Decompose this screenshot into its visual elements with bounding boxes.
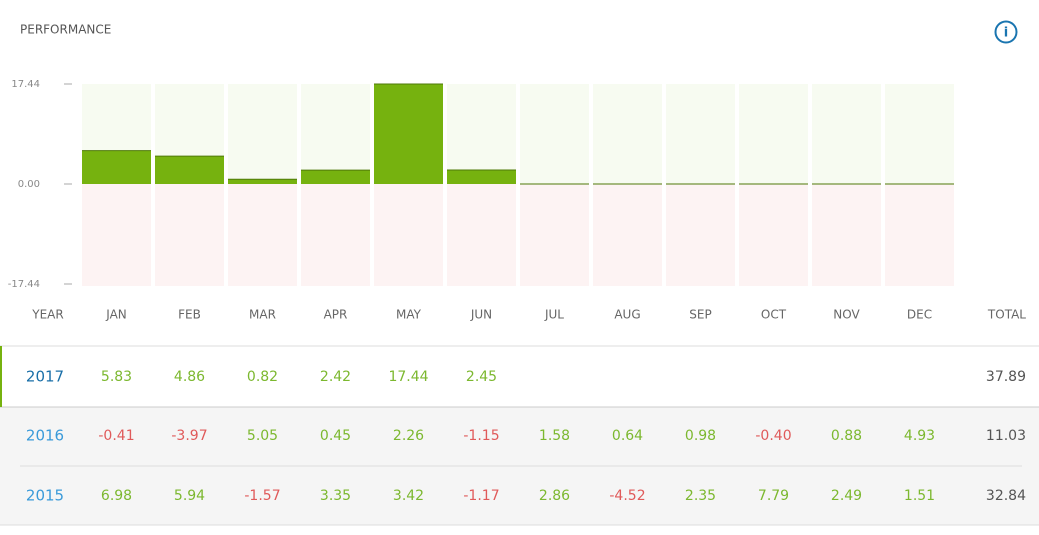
positive-zone — [593, 84, 662, 184]
info-glyph[interactable]: i — [1004, 26, 1008, 41]
negative-zone — [155, 184, 224, 286]
value-cell: 5.05 — [247, 428, 278, 444]
month-header: FEB — [178, 308, 201, 322]
value-cell: 1.58 — [539, 428, 570, 444]
positive-zone — [739, 84, 808, 184]
value-cell: 0.98 — [685, 428, 716, 444]
value-cell: 2.35 — [685, 488, 716, 504]
value-cell: -1.57 — [244, 488, 280, 504]
value-cell: -0.40 — [755, 428, 791, 444]
widget-title: PERFORMANCE — [20, 23, 111, 37]
positive-zone — [301, 84, 370, 184]
negative-zone — [593, 184, 662, 286]
bar — [228, 179, 297, 184]
negative-zone — [374, 184, 443, 286]
value-cell: -1.17 — [463, 488, 499, 504]
value-cell: 2.86 — [539, 488, 570, 504]
value-cell: -1.15 — [463, 428, 499, 444]
month-header: OCT — [761, 308, 787, 322]
row-bg — [0, 346, 1039, 407]
value-cell: 0.45 — [320, 428, 351, 444]
negative-zone — [812, 184, 881, 286]
year-cell: 2015 — [26, 487, 64, 505]
month-header: AUG — [614, 308, 640, 322]
y-tick-label: -17.44 — [8, 279, 40, 290]
month-header: DEC — [907, 308, 932, 322]
negative-zone — [885, 184, 954, 286]
total-cell: 11.03 — [986, 428, 1026, 444]
value-cell: 3.42 — [393, 488, 424, 504]
month-header: JUL — [544, 308, 564, 322]
y-tick-label: 0.00 — [18, 179, 40, 190]
bar — [374, 84, 443, 184]
negative-zone — [228, 184, 297, 286]
value-cell: -3.97 — [171, 428, 207, 444]
value-cell: 4.93 — [904, 428, 935, 444]
positive-zone — [885, 84, 954, 184]
value-cell: 2.45 — [466, 369, 497, 385]
positive-zone — [666, 84, 735, 184]
value-cell: 0.82 — [247, 369, 278, 385]
positive-zone — [228, 84, 297, 184]
value-cell: 2.42 — [320, 369, 351, 385]
negative-zone — [666, 184, 735, 286]
month-header: JAN — [105, 308, 127, 322]
value-cell: 1.51 — [904, 488, 935, 504]
bar — [155, 156, 224, 184]
bar — [301, 170, 370, 184]
year-header: YEAR — [31, 308, 63, 322]
month-header: MAY — [396, 308, 422, 322]
negative-zone — [739, 184, 808, 286]
positive-zone — [812, 84, 881, 184]
negative-zone — [520, 184, 589, 286]
value-cell: 4.86 — [174, 369, 205, 385]
month-header: APR — [324, 308, 348, 322]
value-cell: 0.64 — [612, 428, 643, 444]
bar — [82, 150, 151, 184]
value-cell: -0.41 — [98, 428, 134, 444]
value-cell: 7.79 — [758, 488, 789, 504]
info-icon[interactable] — [994, 20, 1018, 44]
total-cell: 32.84 — [986, 488, 1026, 504]
value-cell: 3.35 — [320, 488, 351, 504]
month-header: NOV — [833, 308, 860, 322]
value-cell: 6.98 — [101, 488, 132, 504]
total-header: TOTAL — [987, 308, 1026, 322]
bar — [447, 169, 516, 184]
value-cell: 17.44 — [388, 369, 428, 385]
positive-zone — [447, 84, 516, 184]
month-header: JUN — [470, 308, 492, 322]
value-cell: -4.52 — [609, 488, 645, 504]
value-cell: 5.83 — [101, 369, 132, 385]
negative-zone — [301, 184, 370, 286]
y-tick-label: 17.44 — [11, 79, 40, 90]
positive-zone — [520, 84, 589, 184]
month-header: SEP — [689, 308, 711, 322]
info-button[interactable]: i — [994, 20, 1018, 44]
year-cell: 2017 — [26, 368, 64, 386]
year-cell: 2016 — [26, 427, 64, 445]
total-cell: 37.89 — [986, 369, 1026, 385]
value-cell: 5.94 — [174, 488, 205, 504]
negative-zone — [82, 184, 151, 286]
value-cell: 2.26 — [393, 428, 424, 444]
month-header: MAR — [249, 308, 276, 322]
value-cell: 0.88 — [831, 428, 862, 444]
value-cell: 2.49 — [831, 488, 862, 504]
negative-zone — [447, 184, 516, 286]
